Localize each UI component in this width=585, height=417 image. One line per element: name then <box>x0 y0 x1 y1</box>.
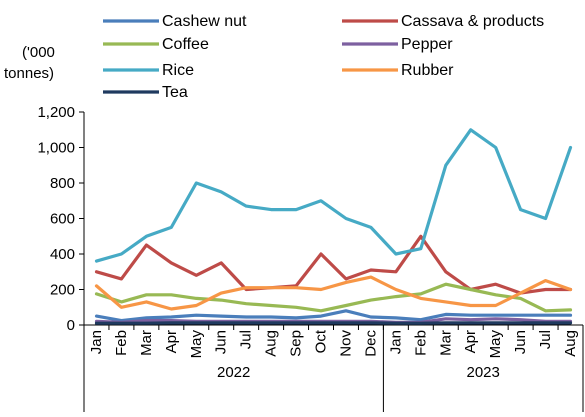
series-line-cashew-nut <box>94 309 573 323</box>
x-tick-label: Feb <box>113 330 130 356</box>
y-axis: 0 200 400 600 800 1,000 1,200 <box>37 104 85 334</box>
plot-area <box>94 128 573 325</box>
y-tick-label: 200 <box>50 282 75 299</box>
y-tick-label: 800 <box>50 175 75 192</box>
legend-label: Rubber <box>401 62 454 79</box>
x-tick-label: Jun <box>213 330 230 354</box>
x-tick-label: Aug <box>263 330 280 357</box>
y-axis-label-line: tonnes) <box>4 65 54 82</box>
x-group-label: 2022 <box>217 364 250 381</box>
y-tick-label: 400 <box>50 246 75 263</box>
legend-label: Cassava & products <box>401 13 544 30</box>
x-tick-label: Apr <box>462 330 479 353</box>
x-tick-label: Nov <box>337 330 354 357</box>
x-tick-label: Jan <box>88 330 105 354</box>
y-tick-label: 600 <box>50 211 75 228</box>
series-line-coffee <box>94 282 573 313</box>
legend-item: Rubber <box>342 62 454 79</box>
x-tick-label: Jan <box>387 330 404 354</box>
x-tick-label: Mar <box>138 330 155 356</box>
legend-item: Coffee <box>103 36 209 53</box>
x-tick-label: Jun <box>512 330 529 354</box>
legend-item: Tea <box>103 84 188 101</box>
series-line-cassava-products <box>94 234 573 295</box>
legend-label: Tea <box>162 84 188 101</box>
legend-item: Rice <box>103 62 194 79</box>
x-tick-label: Jul <box>537 330 554 349</box>
legend-item: Cashew nut <box>103 13 247 30</box>
x-tick-label: Dec <box>362 330 379 357</box>
x-tick-label: May <box>487 330 504 359</box>
x-tick-label: Mar <box>437 330 454 356</box>
legend: Cashew nut Cassava & products Coffee Pepper… <box>103 13 544 101</box>
legend-label: Rice <box>162 62 194 79</box>
y-tick-label: 0 <box>67 317 75 334</box>
y-tick-label: 1,200 <box>37 104 75 121</box>
legend-item: Cassava & products <box>342 13 544 30</box>
series-line-rubber <box>94 275 573 311</box>
legend-item: Pepper <box>342 36 453 53</box>
y-axis-label: ('000 tonnes) <box>4 44 55 82</box>
x-tick-label: May <box>188 330 205 359</box>
x-tick-label: Sep <box>288 330 305 357</box>
x-tick-label: Jul <box>238 330 255 349</box>
x-tick-label: Oct <box>313 329 330 353</box>
series-line-rice <box>94 128 573 263</box>
legend-label: Cashew nut <box>162 13 247 30</box>
x-tick-label: Feb <box>412 330 429 356</box>
x-axis: Jan Feb Mar Apr May Jun Jul Aug Sep Oct Nov Dec Jan F… <box>83 324 584 412</box>
x-group-label: 2023 <box>467 364 500 381</box>
x-tick-label: Apr <box>163 330 180 353</box>
legend-label: Coffee <box>162 36 209 53</box>
y-tick-label: 1,000 <box>37 140 75 157</box>
x-tick-label: Aug <box>562 330 579 357</box>
legend-label: Pepper <box>401 36 453 53</box>
y-axis-label-line: ('000 <box>22 44 55 61</box>
